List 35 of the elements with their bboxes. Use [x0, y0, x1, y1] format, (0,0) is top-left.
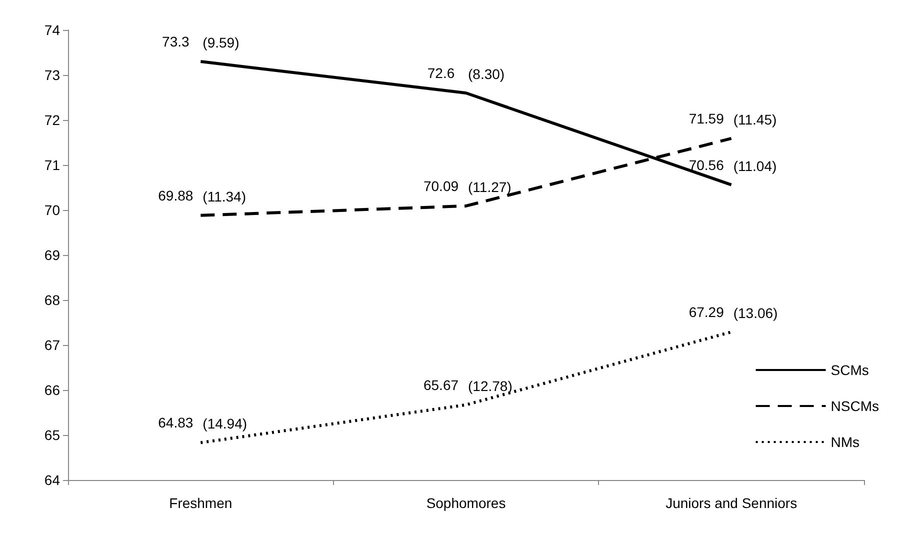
data-label: 71.59 [688, 110, 724, 126]
x-tick-label: Freshmen [169, 495, 232, 511]
y-tick-label: 71 [44, 157, 60, 173]
annotation: (9.59) [202, 34, 240, 50]
annotation: (11.04) [733, 158, 777, 174]
annotation: (13.06) [733, 304, 778, 321]
data-label: 69.88 [158, 187, 194, 204]
x-tick-label: Juniors and Senniors [666, 495, 798, 511]
y-tick-label: 66 [44, 382, 60, 398]
legend-label: SCMs [830, 362, 869, 378]
y-tick-label: 68 [44, 292, 60, 308]
data-label: 73.3 [162, 34, 190, 50]
data-label: 65.67 [423, 376, 459, 393]
y-tick-label: 74 [44, 22, 60, 38]
data-label: 70.56 [688, 156, 724, 173]
y-tick-label: 69 [44, 247, 60, 263]
data-label: 64.83 [158, 414, 194, 431]
legend-label: NSCMs [830, 398, 880, 414]
data-label: 67.29 [688, 304, 724, 320]
y-tick-label: 67 [44, 337, 60, 353]
y-tick-label: 70 [44, 202, 60, 218]
annotation: (14.94) [202, 416, 248, 432]
data-label: 70.09 [423, 178, 459, 194]
annotation: (11.34) [202, 188, 246, 204]
y-tick-label: 64 [44, 472, 60, 488]
annotation: (11.45) [733, 111, 777, 128]
annotation: (8.30) [468, 66, 505, 82]
y-tick-label: 72 [44, 112, 60, 128]
annotation: (11.27) [468, 178, 512, 195]
x-tick-label: Sophomores [426, 495, 506, 511]
data-label: 72.6 [427, 65, 455, 81]
y-tick-label: 73 [44, 67, 60, 83]
y-tick-label: 65 [44, 427, 60, 443]
legend-label: NMs [830, 434, 860, 450]
annotation: (12.78) [468, 378, 512, 394]
